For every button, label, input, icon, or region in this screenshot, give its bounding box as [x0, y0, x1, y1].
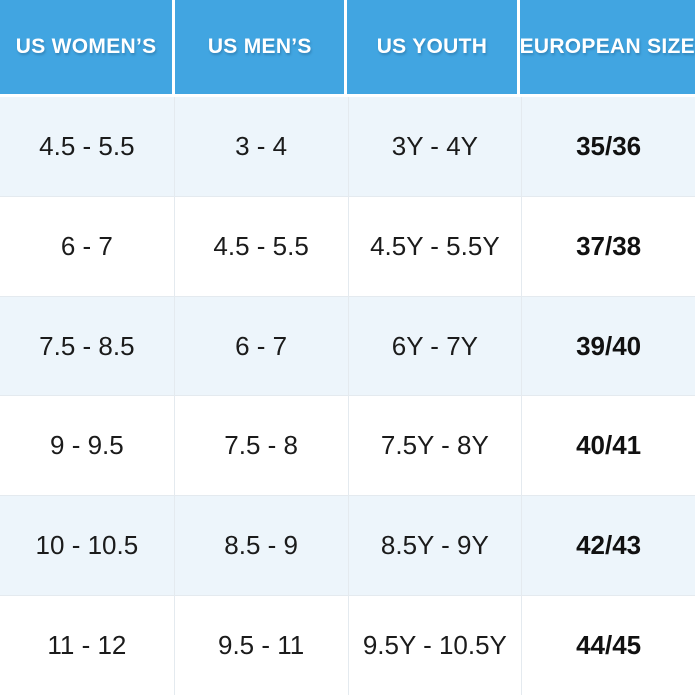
- column-header-european-size: EUROPEAN SIZE: [516, 0, 695, 94]
- table-cell: 3 - 4: [173, 97, 348, 196]
- table-cell: 11 - 12: [47, 630, 127, 661]
- table-row: 7.5 - 8.5 6 - 7 6Y - 7Y 39/40: [0, 295, 695, 396]
- table-cell: 7.5 - 8.5: [39, 330, 135, 361]
- table-cell: 3Y - 4Y: [347, 97, 522, 196]
- table-cell: 7.5 - 8: [173, 396, 348, 496]
- column-header-us-youth: US YOUTH: [344, 0, 516, 94]
- table-row: 11 - 12 9.5 - 11 9.5Y - 10.5Y 44/45: [0, 595, 695, 695]
- table-row: 10 - 10.5 8.5 - 9 8.5Y - 9Y 42/43: [0, 495, 695, 596]
- table-cell-euro: 39/40: [521, 296, 695, 396]
- table-cell: 8.5Y - 9Y: [347, 496, 522, 596]
- table-cell: 10 - 10.5: [35, 530, 139, 561]
- table-cell: 7.5Y - 8Y: [347, 396, 522, 496]
- table-cell: 4.5Y - 5.5Y: [347, 196, 522, 296]
- table-cell: 4.5 - 5.5: [173, 196, 348, 296]
- table-cell-euro: 35/36: [521, 97, 695, 196]
- table-row: 4.5 - 5.5 3 - 4 3Y - 4Y 35/36: [0, 97, 695, 196]
- table-cell: 9 - 9.5: [50, 430, 124, 461]
- table-header-row: US WOMEN’S US MEN’S US YOUTH EUROPEAN SI…: [0, 0, 695, 97]
- table-row: 9 - 9.5 7.5 - 8 7.5Y - 8Y 40/41: [0, 395, 695, 496]
- table-cell: 6 - 7: [60, 230, 113, 261]
- table-row: 6 - 7 4.5 - 5.5 4.5Y - 5.5Y 37/38: [0, 195, 695, 296]
- column-header-us-mens: US MEN’S: [172, 0, 344, 94]
- table-cell: 8.5 - 9: [173, 496, 348, 596]
- table-cell: 6Y - 7Y: [347, 296, 522, 396]
- table-cell: 4.5 - 5.5: [39, 130, 135, 161]
- table-cell: 6 - 7: [173, 296, 348, 396]
- table-cell-euro: 40/41: [521, 396, 695, 496]
- table-cell-euro: 37/38: [521, 196, 695, 296]
- table-cell-euro: 42/43: [521, 496, 695, 596]
- table-cell-euro: 44/45: [521, 596, 695, 695]
- table-cell: 9.5 - 11: [173, 596, 348, 695]
- column-header-us-womens: US WOMEN’S: [15, 35, 157, 58]
- table-cell: 9.5Y - 10.5Y: [347, 596, 522, 695]
